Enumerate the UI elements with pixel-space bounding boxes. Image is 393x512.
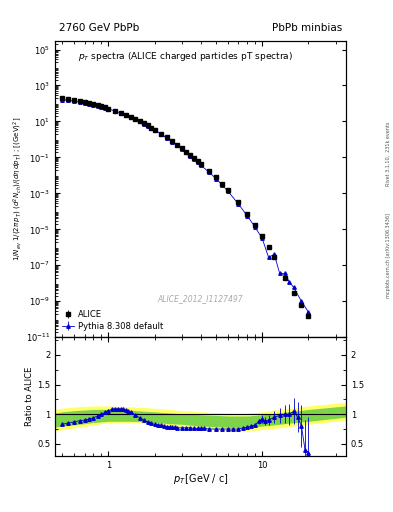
X-axis label: $p_{T\,}$[GeV / c]: $p_{T\,}$[GeV / c] <box>173 472 228 486</box>
Y-axis label: Ratio to ALICE: Ratio to ALICE <box>25 367 34 426</box>
Text: Rivet 3.1.10,  231k events: Rivet 3.1.10, 231k events <box>386 121 391 186</box>
Text: mcplots.cern.ch [arXiv:1306.3436]: mcplots.cern.ch [arXiv:1306.3436] <box>386 214 391 298</box>
Y-axis label: $1 / N_{ev}$ $1 / (2\pi\,p_{T})$ $(d^{2}N_{ch}) / (d\eta\,dp_{T})$ ; [(GeV)$^{2}: $1 / N_{ev}$ $1 / (2\pi\,p_{T})$ $(d^{2}… <box>11 117 24 261</box>
Text: ALICE_2012_I1127497: ALICE_2012_I1127497 <box>158 294 243 303</box>
Legend: ALICE, Pythia 8.308 default: ALICE, Pythia 8.308 default <box>59 308 165 333</box>
Text: PbPb minbias: PbPb minbias <box>272 23 342 33</box>
Text: $p_{T}$ spectra (ALICE charged particles pT spectra): $p_{T}$ spectra (ALICE charged particles… <box>78 50 293 63</box>
Text: 2760 GeV PbPb: 2760 GeV PbPb <box>59 23 139 33</box>
